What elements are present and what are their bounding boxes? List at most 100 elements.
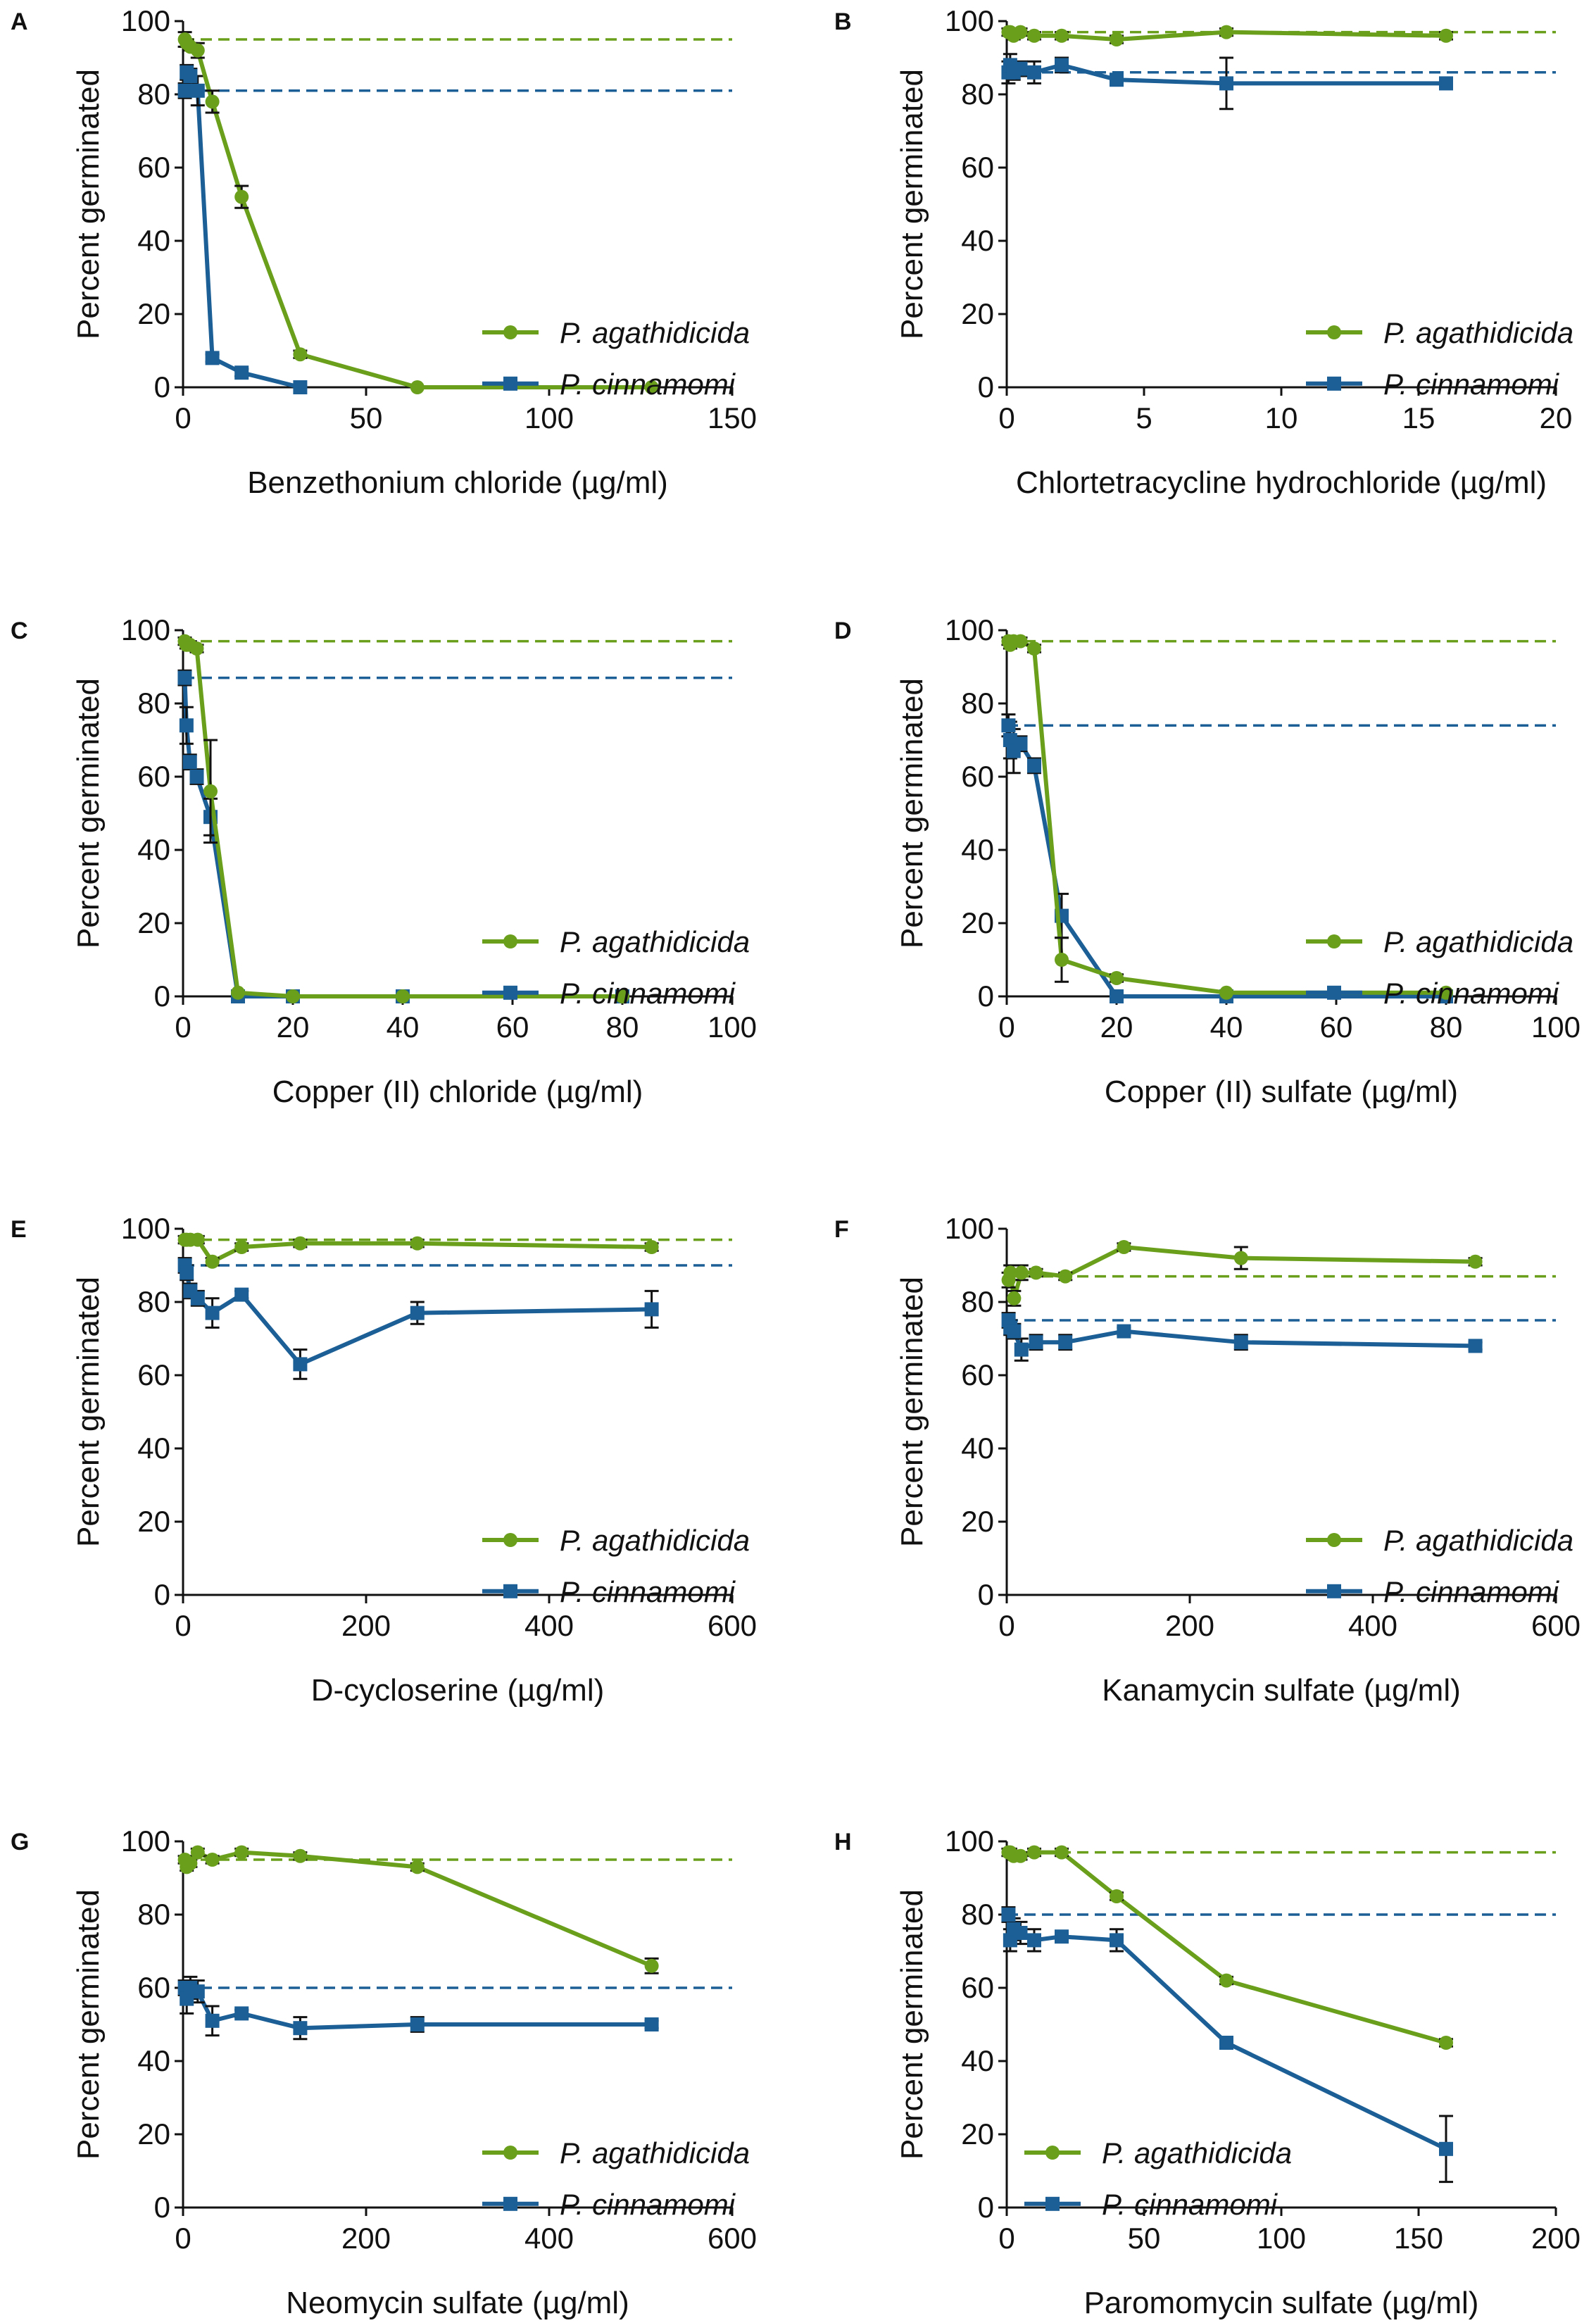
panel-b: B 0 20 40 60 80 100 0 5 10 15 20 Percent germinated C… — [834, 4, 1573, 500]
y-tick-label: 80 — [961, 1285, 994, 1318]
panel-letter: C — [11, 618, 28, 644]
x-tick-label: 40 — [1210, 1010, 1243, 1044]
x-axis-label: Copper (II) chloride (µg/ml) — [272, 1075, 643, 1109]
data-point-circle — [410, 380, 425, 394]
y-tick-label: 40 — [137, 833, 170, 866]
x-tick-label: 10 — [1265, 401, 1298, 434]
y-tick-label: 60 — [137, 760, 170, 793]
x-tick-label: 200 — [1165, 1609, 1214, 1642]
data-point-circle — [1013, 1848, 1028, 1863]
x-tick-label: 50 — [1128, 2222, 1161, 2255]
x-tick-label: 0 — [175, 1010, 191, 1044]
data-point-square — [1014, 1342, 1029, 1357]
x-axis-label: Chlortetracycline hydrochloride (µg/ml) — [1016, 465, 1547, 500]
y-tick-label: 100 — [945, 613, 994, 646]
legend-label: P. agathidicida — [1102, 2136, 1292, 2169]
y-tick-label: 80 — [961, 687, 994, 720]
y-tick-label: 100 — [945, 4, 994, 37]
data-point-square — [410, 1305, 425, 1320]
series-agathidicida — [1001, 1240, 1556, 1307]
data-point-square — [177, 83, 192, 98]
x-tick-label: 150 — [1394, 2222, 1443, 2255]
series-cinnamomi — [1001, 1312, 1556, 1362]
data-point-circle — [205, 94, 220, 109]
data-point-square — [183, 69, 198, 83]
y-tick-label: 100 — [945, 1212, 994, 1245]
x-tick-label: 200 — [341, 2222, 391, 2255]
y-tick-label: 40 — [137, 2044, 170, 2077]
y-tick-label: 80 — [961, 77, 994, 111]
y-tick-label: 60 — [137, 1971, 170, 2004]
x-tick-label: 400 — [1348, 1609, 1397, 1642]
x-tick-label: 400 — [524, 1609, 574, 1642]
data-point-square — [234, 2006, 249, 2021]
legend-label: P. agathidicida — [560, 316, 750, 349]
x-tick-label: 80 — [1430, 1010, 1463, 1044]
x-tick-label: 600 — [1531, 1609, 1581, 1642]
data-point-square — [1468, 1339, 1483, 1353]
data-point-circle — [190, 1232, 205, 1247]
x-tick-label: 150 — [708, 401, 757, 434]
legend-marker-circle — [1327, 325, 1341, 339]
data-point-square — [177, 670, 192, 685]
data-point-circle — [1439, 2036, 1453, 2050]
legend-item-cinnamomi: P. cinnamomi — [482, 977, 736, 1010]
legend-item-cinnamomi: P. cinnamomi — [1306, 1575, 1560, 1608]
x-tick-label: 100 — [524, 401, 574, 434]
data-point-circle — [1110, 971, 1124, 985]
y-tick-label: 80 — [137, 77, 170, 111]
data-point-circle — [293, 347, 308, 362]
data-point-square — [1110, 1933, 1124, 1948]
data-point-circle — [183, 1856, 198, 1871]
data-point-circle — [1055, 28, 1069, 43]
panel-f: F 0 20 40 60 80 100 0 200 400 600 Percent germinate… — [834, 1212, 1581, 1708]
panel-g: G 0 20 40 60 80 100 0 200 400 600 Percent germinate… — [11, 1824, 757, 2320]
legend-marker-circle — [503, 2146, 517, 2160]
legend-marker-square — [1327, 376, 1341, 391]
data-point-circle — [1027, 28, 1041, 43]
legend-item-agathidicida: P. agathidicida — [1024, 2136, 1292, 2169]
legend-label: P. agathidicida — [560, 2136, 750, 2169]
data-point-square — [189, 770, 204, 784]
y-tick-label: 40 — [137, 224, 170, 257]
legend-marker-square — [1045, 2196, 1060, 2211]
data-point-circle — [205, 1853, 220, 1867]
legend-label: P. cinnamomi — [1383, 977, 1560, 1010]
data-point-square — [1055, 1929, 1069, 1944]
y-tick-label: 0 — [154, 370, 170, 403]
y-tick-label: 20 — [137, 297, 170, 330]
y-tick-label: 60 — [961, 760, 994, 793]
data-point-square — [1439, 2141, 1453, 2156]
series-agathidicida — [177, 634, 732, 1003]
panel-letter: E — [11, 1216, 27, 1243]
data-point-square — [293, 380, 308, 394]
data-point-square — [234, 1287, 249, 1302]
y-tick-label: 60 — [961, 1358, 994, 1391]
y-tick-label: 40 — [961, 2044, 994, 2077]
y-tick-label: 40 — [961, 224, 994, 257]
data-point-circle — [1003, 1265, 1018, 1280]
series-cinnamomi — [177, 1975, 732, 2041]
panel-letter: D — [834, 618, 852, 644]
data-point-circle — [644, 1958, 659, 1973]
data-point-circle — [1029, 1265, 1043, 1280]
series-line — [1006, 639, 1446, 995]
legend-label: P. cinnamomi — [1383, 368, 1560, 401]
data-point-circle — [410, 1860, 425, 1874]
legend-label: P. cinnamomi — [1383, 1575, 1560, 1608]
y-tick-label: 80 — [137, 1285, 170, 1318]
series-agathidicida — [1001, 25, 1556, 46]
y-tick-label: 40 — [961, 833, 994, 866]
y-tick-label: 40 — [137, 1432, 170, 1465]
data-point-circle — [205, 1254, 220, 1269]
x-tick-label: 200 — [1531, 2222, 1581, 2255]
legend-item-cinnamomi: P. cinnamomi — [482, 368, 736, 401]
y-tick-label: 0 — [978, 370, 994, 403]
data-point-square — [1001, 718, 1016, 733]
y-tick-label: 100 — [121, 4, 170, 37]
legend-marker-square — [503, 1584, 517, 1598]
y-tick-label: 20 — [137, 906, 170, 939]
series-agathidicida — [177, 1845, 732, 1974]
data-point-square — [1029, 1335, 1043, 1350]
legend-item-cinnamomi: P. cinnamomi — [482, 2188, 736, 2221]
